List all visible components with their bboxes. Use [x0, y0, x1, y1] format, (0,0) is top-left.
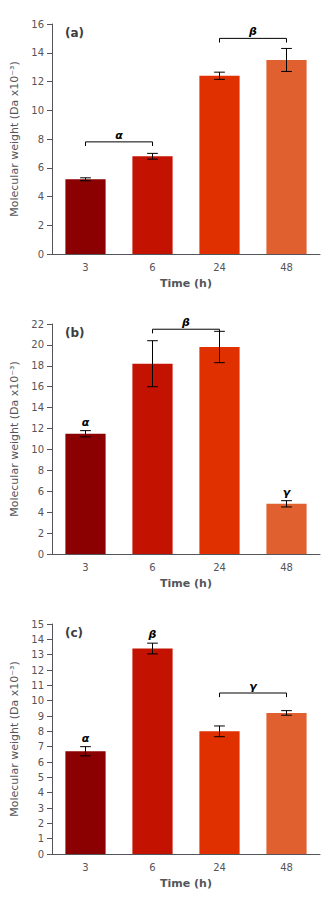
svg-text:4: 4 [38, 787, 44, 798]
svg-text:14: 14 [31, 47, 44, 58]
svg-text:48: 48 [280, 862, 293, 873]
svg-text:Molecular weight (Da x10⁻³): Molecular weight (Da x10⁻³) [8, 361, 21, 516]
svg-text:6: 6 [149, 562, 155, 573]
svg-text:Molecular weight (Da x10⁻³): Molecular weight (Da x10⁻³) [8, 661, 21, 816]
svg-text:(b): (b) [65, 326, 85, 340]
svg-text:10: 10 [31, 695, 44, 706]
svg-text:Time (h): Time (h) [160, 277, 212, 290]
svg-text:8: 8 [38, 726, 44, 737]
svg-text:3: 3 [82, 262, 88, 273]
svg-text:β: β [181, 316, 190, 329]
svg-text:0: 0 [38, 849, 44, 860]
svg-text:4: 4 [38, 507, 44, 518]
svg-text:16: 16 [31, 381, 44, 392]
svg-text:γ: γ [249, 680, 258, 693]
svg-text:6: 6 [149, 262, 155, 273]
svg-text:3: 3 [82, 862, 88, 873]
svg-text:12: 12 [31, 423, 44, 434]
svg-text:α: α [82, 416, 90, 429]
svg-text:2: 2 [38, 528, 44, 539]
svg-text:6: 6 [149, 862, 155, 873]
svg-text:6: 6 [38, 486, 44, 497]
svg-text:γ: γ [283, 486, 292, 499]
svg-text:14: 14 [31, 634, 44, 645]
svg-text:4: 4 [38, 191, 44, 202]
svg-text:Time (h): Time (h) [160, 877, 212, 890]
svg-text:13: 13 [31, 649, 44, 660]
svg-text:20: 20 [31, 339, 44, 350]
svg-text:8: 8 [38, 465, 44, 476]
svg-text:9: 9 [38, 711, 44, 722]
svg-text:48: 48 [280, 562, 293, 573]
svg-text:24: 24 [213, 862, 226, 873]
svg-text:β: β [248, 25, 257, 38]
svg-text:16: 16 [31, 19, 44, 30]
svg-text:0: 0 [38, 549, 44, 560]
svg-text:α: α [82, 732, 90, 745]
svg-text:α: α [115, 129, 123, 142]
svg-text:48: 48 [280, 262, 293, 273]
svg-text:6: 6 [38, 757, 44, 768]
svg-text:(c): (c) [65, 626, 83, 640]
svg-text:12: 12 [31, 76, 44, 87]
svg-text:14: 14 [31, 402, 44, 413]
svg-text:7: 7 [38, 741, 44, 752]
svg-text:3: 3 [38, 803, 44, 814]
svg-text:8: 8 [38, 134, 44, 145]
svg-text:15: 15 [31, 619, 44, 630]
svg-text:2: 2 [38, 818, 44, 829]
svg-text:22: 22 [31, 319, 44, 330]
svg-text:10: 10 [31, 105, 44, 116]
svg-text:Time (h): Time (h) [160, 577, 212, 590]
svg-text:1: 1 [38, 833, 44, 844]
svg-text:0: 0 [38, 249, 44, 260]
svg-text:6: 6 [38, 162, 44, 173]
svg-text:3: 3 [82, 562, 88, 573]
svg-text:10: 10 [31, 444, 44, 455]
svg-text:β: β [148, 628, 157, 641]
svg-text:12: 12 [31, 665, 44, 676]
svg-text:5: 5 [38, 772, 44, 783]
svg-text:Molecular weight (Da x10⁻³): Molecular weight (Da x10⁻³) [8, 61, 21, 216]
svg-text:24: 24 [213, 562, 226, 573]
svg-text:24: 24 [213, 262, 226, 273]
svg-text:11: 11 [31, 680, 44, 691]
svg-text:2: 2 [38, 220, 44, 231]
svg-text:(a): (a) [65, 26, 84, 40]
svg-text:18: 18 [31, 360, 44, 371]
